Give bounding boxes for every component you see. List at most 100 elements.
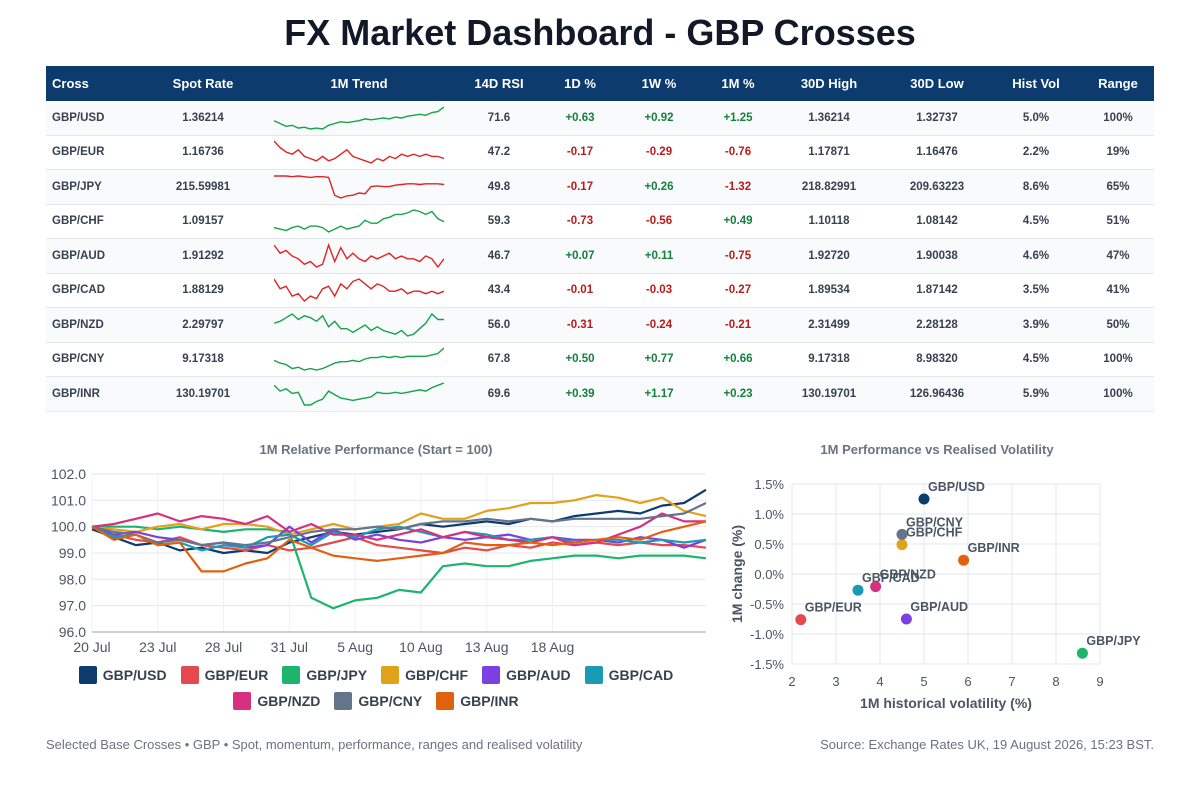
header-1d-pct[interactable]: 1D % bbox=[544, 66, 616, 101]
cell-rsi: 67.8 bbox=[454, 342, 544, 377]
y-tick-label: -1.5% bbox=[750, 657, 784, 672]
y-tick-label: 1.5% bbox=[754, 477, 784, 492]
legend-swatch bbox=[436, 692, 455, 710]
y-tick-label: 98.0 bbox=[59, 571, 86, 587]
cell-range: 100% bbox=[1082, 342, 1154, 377]
point-label: GBP/AUD bbox=[910, 600, 968, 614]
legend-label: GBP/INR bbox=[460, 693, 519, 709]
legend-item-gbp-nzd[interactable]: GBP/NZD bbox=[233, 692, 320, 710]
legend-item-gbp-usd[interactable]: GBP/USD bbox=[78, 666, 167, 684]
table-row-gbp-inr[interactable]: GBP/INR 130.19701 69.6 +0.39 +1.17 +0.23 130.1… bbox=[46, 376, 1154, 412]
cell-high: 130.19701 bbox=[774, 376, 884, 412]
cell-low: 1.16476 bbox=[884, 135, 990, 170]
legend-item-gbp-aud[interactable]: GBP/AUD bbox=[482, 666, 571, 684]
table-row-gbp-cad[interactable]: GBP/CAD 1.88129 43.4 -0.01 -0.03 -0.27 1.89534… bbox=[46, 273, 1154, 308]
cell-1w: +0.11 bbox=[616, 238, 702, 274]
y-tick-label: 99.0 bbox=[59, 545, 86, 561]
footer-source: Source: Exchange Rates UK, 19 August 202… bbox=[820, 737, 1154, 752]
cell-1m: +0.66 bbox=[702, 342, 774, 377]
header-30d-high[interactable]: 30D High bbox=[774, 66, 884, 101]
series-line-gbp-chf bbox=[91, 493, 707, 536]
legend-item-gbp-cad[interactable]: GBP/CAD bbox=[584, 666, 673, 684]
sparkline-gbp-cad bbox=[274, 278, 444, 303]
x-tick-label: 28 Jul bbox=[205, 639, 242, 655]
header-cross[interactable]: Cross bbox=[46, 66, 142, 101]
header-hist-vol[interactable]: Hist Vol bbox=[990, 66, 1082, 101]
header-1w-pct[interactable]: 1W % bbox=[616, 66, 702, 101]
cell-cross: GBP/CNY bbox=[46, 342, 142, 377]
legend-item-gbp-chf[interactable]: GBP/CHF bbox=[381, 666, 468, 684]
cell-spot: 1.88129 bbox=[142, 273, 264, 308]
cell-1m: -0.76 bbox=[702, 135, 774, 170]
table-row-gbp-usd[interactable]: GBP/USD 1.36214 71.6 +0.63 +0.92 +1.25 1.36214… bbox=[46, 101, 1154, 136]
x-tick-label: 5 Aug bbox=[337, 639, 373, 655]
series-line-gbp-cny bbox=[91, 502, 707, 547]
legend-swatch bbox=[334, 692, 353, 710]
cell-1m: +0.49 bbox=[702, 204, 774, 239]
point-label: GBP/INR bbox=[968, 541, 1020, 555]
cell-1w: -0.03 bbox=[616, 273, 702, 308]
cell-low: 2.28128 bbox=[884, 307, 990, 343]
header-30d-low[interactable]: 30D Low bbox=[884, 66, 990, 101]
sparkline-line bbox=[274, 175, 444, 199]
cell-1w: -0.29 bbox=[616, 135, 702, 170]
cell-1d: +0.63 bbox=[544, 101, 616, 136]
y-tick-label: -0.5% bbox=[750, 597, 784, 612]
table-row-gbp-jpy[interactable]: GBP/JPY 215.59981 49.8 -0.17 +0.26 -1.32 218.8… bbox=[46, 169, 1154, 205]
legend-label: GBP/EUR bbox=[204, 667, 269, 683]
table-body: GBP/USD 1.36214 71.6 +0.63 +0.92 +1.25 1.36214… bbox=[46, 101, 1154, 412]
cell-1m: +1.25 bbox=[702, 101, 774, 136]
cell-spot: 215.59981 bbox=[142, 169, 264, 205]
x-tick-label: 7 bbox=[1008, 674, 1015, 689]
y-tick-label: 0.0% bbox=[754, 567, 784, 582]
sparkline-line bbox=[274, 209, 444, 234]
table-row-gbp-cny[interactable]: GBP/CNY 9.17318 67.8 +0.50 +0.77 +0.66 9.17318… bbox=[46, 342, 1154, 377]
legend-swatch bbox=[180, 666, 199, 684]
header-range[interactable]: Range bbox=[1082, 66, 1154, 101]
cell-low: 209.63223 bbox=[884, 169, 990, 205]
x-tick-label: 2 bbox=[788, 674, 795, 689]
table-row-gbp-eur[interactable]: GBP/EUR 1.16736 47.2 -0.17 -0.29 -0.76 1.17871… bbox=[46, 135, 1154, 170]
y-tick-label: 97.0 bbox=[59, 598, 86, 614]
cell-spot: 1.09157 bbox=[142, 204, 264, 239]
legend-item-gbp-cny[interactable]: GBP/CNY bbox=[334, 692, 422, 710]
table-row-gbp-aud[interactable]: GBP/AUD 1.91292 46.7 +0.07 +0.11 -0.75 1.92720… bbox=[46, 238, 1154, 274]
cell-spot: 130.19701 bbox=[142, 376, 264, 412]
cell-1d: +0.50 bbox=[544, 342, 616, 377]
cell-1d: +0.07 bbox=[544, 238, 616, 274]
cell-rsi: 59.3 bbox=[454, 204, 544, 239]
line-chart-title: 1M Relative Performance (Start = 100) bbox=[259, 442, 493, 457]
page-title: FX Market Dashboard - GBP Crosses bbox=[284, 12, 916, 53]
cell-vol: 3.9% bbox=[990, 307, 1082, 343]
legend-swatch bbox=[482, 666, 501, 684]
point-label: GBP/CHF bbox=[906, 526, 963, 540]
cell-1d: -0.73 bbox=[544, 204, 616, 239]
cell-1m: +0.23 bbox=[702, 376, 774, 412]
sparkline-gbp-inr bbox=[274, 382, 444, 406]
cell-trend bbox=[264, 342, 454, 377]
legend-swatch bbox=[282, 666, 301, 684]
sparkline-gbp-eur bbox=[274, 140, 444, 165]
header-1m-trend[interactable]: 1M Trend bbox=[264, 66, 454, 101]
header-14d-rsi[interactable]: 14D RSI bbox=[454, 66, 544, 101]
cell-high: 1.89534 bbox=[774, 273, 884, 308]
sparkline-line bbox=[274, 382, 444, 406]
legend-item-gbp-eur[interactable]: GBP/EUR bbox=[180, 666, 269, 684]
x-tick-label: 10 Aug bbox=[399, 639, 443, 655]
legend-item-gbp-jpy[interactable]: GBP/JPY bbox=[282, 666, 367, 684]
cell-vol: 5.0% bbox=[990, 101, 1082, 136]
table-row-gbp-nzd[interactable]: GBP/NZD 2.29797 56.0 -0.31 -0.24 -0.21 2.31499… bbox=[46, 307, 1154, 343]
point-label: GBP/USD bbox=[928, 480, 985, 494]
table-row-gbp-chf[interactable]: GBP/CHF 1.09157 59.3 -0.73 -0.56 +0.49 1.10118… bbox=[46, 204, 1154, 239]
point-label: GBP/NZD bbox=[880, 568, 936, 582]
cell-vol: 4.6% bbox=[990, 238, 1082, 274]
cell-1m: -0.21 bbox=[702, 307, 774, 343]
header-1m-pct[interactable]: 1M % bbox=[702, 66, 774, 101]
cell-1d: -0.01 bbox=[544, 273, 616, 308]
cell-1w: +1.17 bbox=[616, 376, 702, 412]
legend-item-gbp-inr[interactable]: GBP/INR bbox=[436, 692, 519, 710]
legend-swatch bbox=[233, 692, 252, 710]
header-spot-rate[interactable]: Spot Rate bbox=[142, 66, 264, 101]
rates-table-container: Cross Spot Rate 1M Trend 14D RSI 1D % 1W… bbox=[46, 66, 1154, 412]
cell-vol: 2.2% bbox=[990, 135, 1082, 170]
